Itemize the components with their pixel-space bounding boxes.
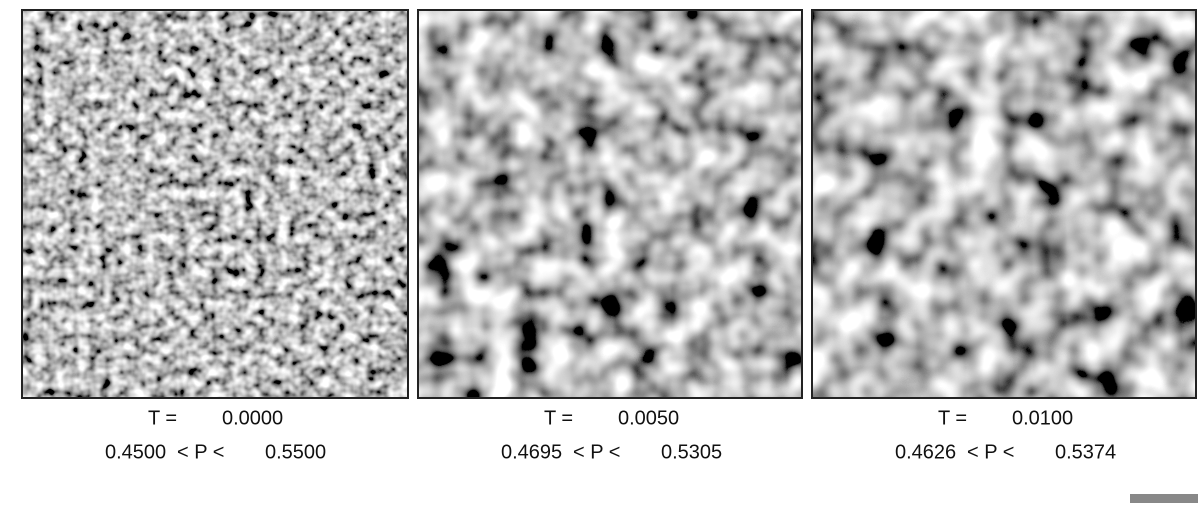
t-label: T = [938, 407, 967, 429]
p-relation: < P < [177, 441, 224, 463]
p-low: 0.4500 [105, 441, 166, 463]
t-value: 0.0000 [222, 407, 283, 429]
p-high: 0.5305 [661, 441, 722, 463]
p-low: 0.4626 [895, 441, 956, 463]
p-high: 0.5374 [1055, 441, 1116, 463]
panel-image [22, 10, 408, 398]
t-value: 0.0050 [618, 407, 679, 429]
t-value: 0.0100 [1012, 407, 1073, 429]
panel-border [21, 9, 409, 399]
corner-mark [1130, 494, 1198, 503]
t-label: T = [148, 407, 177, 429]
t-label: T = [544, 407, 573, 429]
panel-border [417, 9, 803, 399]
panel-border [811, 9, 1197, 399]
p-low: 0.4695 [501, 441, 562, 463]
panel-image [812, 10, 1196, 398]
p-relation: < P < [573, 441, 620, 463]
p-relation: < P < [967, 441, 1014, 463]
panel-image [418, 10, 802, 398]
p-high: 0.5500 [265, 441, 326, 463]
